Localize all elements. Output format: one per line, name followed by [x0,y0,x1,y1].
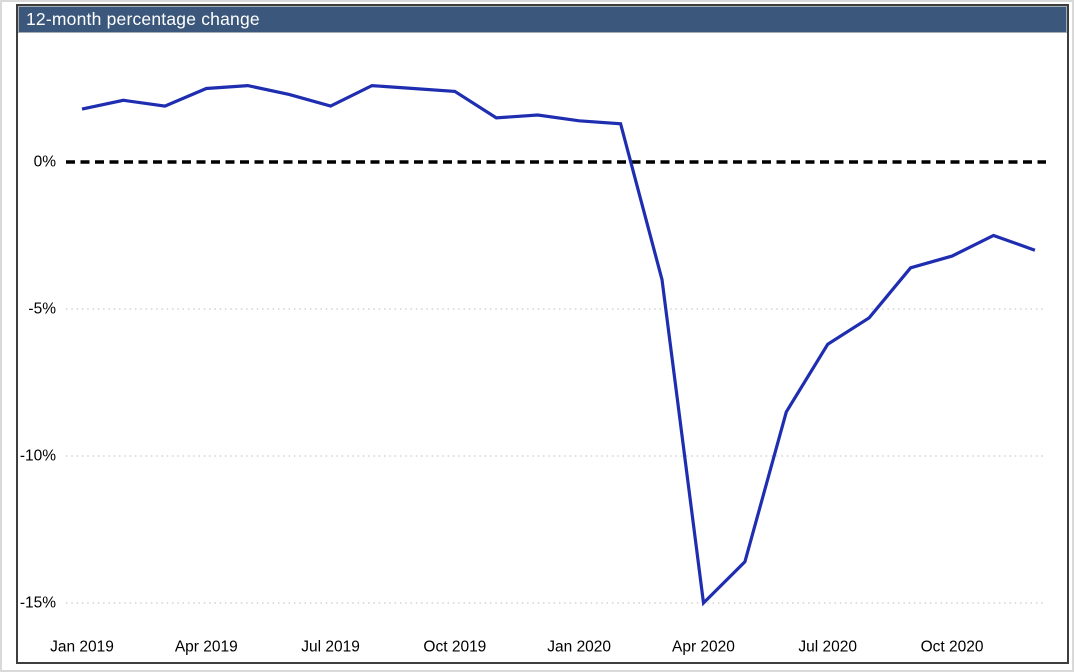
x-axis-tick-label: Oct 2019 [423,639,486,656]
chart-title: 12-month percentage change [26,9,260,29]
y-axis-tick-label: -10% [20,448,56,465]
x-axis-tick-label: Oct 2020 [921,639,984,656]
data-series-line [81,83,1036,607]
x-axis-tick-label: Apr 2020 [672,639,735,656]
line-chart: 0% -5% -10% -15% Jan 2019 Apr 2019 Jul 2019 Oct… [20,83,1046,656]
x-axis-tick-label: Jan 2019 [50,639,114,656]
chart-title-bar: 12-month percentage change [18,6,1067,33]
y-axis-tick-label: -5% [28,301,56,318]
plot-area: 0% -5% -10% -15% Jan 2019 Apr 2019 Jul 2019 Oct… [18,33,1067,662]
x-axis-tick-label: Apr 2019 [175,639,238,656]
x-axis-tick-label: Jul 2020 [798,639,857,656]
x-axis-tick-label: Jan 2020 [547,639,611,656]
x-axis-tick-label: Jul 2019 [301,639,360,656]
chart-container: 12-month percentage change 0% -5% -10% -15%… [16,4,1069,664]
y-axis-tick-label: -15% [20,595,56,612]
y-axis-tick-label: 0% [34,154,57,171]
